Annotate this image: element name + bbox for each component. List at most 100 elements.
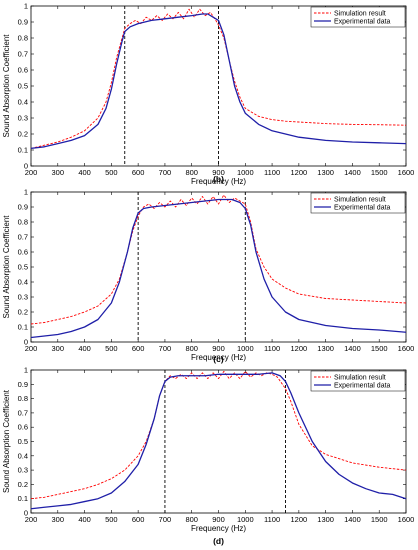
y-tick-label: 0.4 [18, 98, 28, 107]
x-tick-label: 800 [185, 344, 198, 353]
y-tick-label: 0.3 [18, 114, 28, 123]
x-tick-label: 400 [78, 168, 91, 177]
x-tick-label: 1600 [398, 344, 415, 353]
y-axis-label: Sound Absorption Coefficient [2, 34, 11, 138]
x-tick-label: 1200 [291, 168, 308, 177]
y-tick-label: 0.8 [18, 218, 28, 227]
x-tick-label: 1600 [398, 168, 415, 177]
x-tick-label: 1000 [237, 168, 254, 177]
legend-box [310, 192, 406, 214]
y-tick-label: 0.1 [18, 323, 28, 332]
y-tick-label: 0.2 [18, 308, 28, 317]
x-tick-label: 600 [132, 168, 145, 177]
y-tick-label: 0 [24, 338, 28, 347]
series-line-experimental [30, 372, 407, 510]
x-tick-label: 800 [185, 168, 198, 177]
y-tick-label: 0.1 [18, 146, 28, 155]
x-tick-label: 1600 [398, 515, 415, 524]
y-tick-label: 0.7 [18, 408, 28, 417]
y-tick-label: 0 [24, 162, 28, 171]
x-tick-label: 500 [105, 168, 118, 177]
x-tick-label: 900 [212, 168, 225, 177]
y-tick-label: 0.6 [18, 248, 28, 257]
x-tick-label: 200 [25, 168, 38, 177]
x-tick-label: 1100 [264, 168, 280, 177]
x-tick-label: 500 [105, 515, 118, 524]
x-tick-label: 1400 [344, 344, 361, 353]
legend-box [310, 6, 406, 28]
x-tick-label: 1400 [344, 515, 361, 524]
x-tick-label: 300 [52, 344, 65, 353]
x-tick-label: 300 [52, 515, 65, 524]
x-tick-label: 600 [132, 515, 145, 524]
legend-entry: Simulation result [334, 197, 386, 204]
x-tick-label: 1500 [371, 168, 388, 177]
y-tick-label: 0.2 [18, 130, 28, 139]
y-tick-label: 0.6 [18, 66, 28, 75]
y-tick-label: 1 [24, 366, 28, 375]
x-tick-label: 1400 [344, 168, 361, 177]
y-tick-label: 0.5 [18, 82, 28, 91]
y-tick-label: 1 [24, 2, 28, 11]
x-tick-label: 900 [212, 344, 225, 353]
x-tick-label: 1500 [371, 515, 388, 524]
legend-entry: Experimental data [334, 383, 391, 390]
panel-label: (b) [213, 174, 224, 184]
series-line-experimental [30, 13, 407, 150]
x-tick-label: 300 [52, 168, 65, 177]
y-tick-label: 0.8 [18, 34, 28, 43]
y-tick-label: 0.7 [18, 233, 28, 242]
series-line-experimental [30, 198, 407, 339]
legend-entry: Simulation result [334, 11, 386, 18]
legend-entry: Simulation result [334, 375, 386, 382]
plot-area [30, 369, 407, 514]
x-tick-label: 400 [78, 344, 91, 353]
x-axis-label: Frequency (Hz) [191, 353, 246, 362]
y-tick-label: 0.3 [18, 293, 28, 302]
x-tick-label: 1200 [291, 515, 308, 524]
x-tick-label: 1300 [317, 515, 334, 524]
series-line-simulation [30, 8, 407, 149]
legend-entry: Experimental data [334, 19, 391, 26]
series-line-simulation [30, 194, 407, 325]
x-tick-label: 1200 [291, 344, 308, 353]
x-tick-label: 500 [105, 344, 118, 353]
x-tick-label: 1300 [317, 168, 334, 177]
chart-panel-2: 200 300 400 500 600 700 800 900 1000 1100 1200 1300… [2, 366, 414, 547]
x-tick-label: 700 [159, 168, 172, 177]
y-tick-label: 1 [24, 188, 28, 197]
plot-area [30, 191, 407, 343]
y-tick-label: 0.9 [18, 203, 28, 212]
x-tick-label: 900 [212, 515, 225, 524]
x-tick-label: 800 [185, 515, 198, 524]
x-tick-label: 200 [25, 515, 38, 524]
y-tick-label: 0.3 [18, 466, 28, 475]
y-tick-label: 0.2 [18, 480, 28, 489]
y-tick-label: 0 [24, 509, 28, 518]
panel-label: (c) [213, 354, 224, 364]
x-tick-label: 600 [132, 344, 145, 353]
x-tick-label: 400 [78, 515, 91, 524]
y-tick-label: 0.8 [18, 394, 28, 403]
x-tick-label: 1100 [264, 515, 280, 524]
x-axis-label: Frequency (Hz) [191, 524, 246, 533]
x-tick-label: 1500 [371, 344, 388, 353]
legend-box [310, 370, 406, 392]
y-tick-label: 0.9 [18, 18, 28, 27]
y-tick-label: 0.1 [18, 494, 28, 503]
x-tick-label: 1100 [264, 344, 280, 353]
y-tick-label: 0.6 [18, 423, 28, 432]
x-tick-label: 1000 [237, 344, 254, 353]
chart-panel-0: 200 300 400 500 600 700 800 900 1000 1100 1200 1300… [2, 2, 414, 187]
x-tick-label: 1300 [317, 344, 334, 353]
y-axis-label: Sound Absorption Coefficient [2, 389, 11, 493]
x-tick-label: 700 [159, 344, 172, 353]
y-tick-label: 0.7 [18, 50, 28, 59]
panel-label: (d) [213, 536, 224, 546]
y-tick-label: 0.5 [18, 437, 28, 446]
x-tick-label: 1000 [237, 515, 254, 524]
